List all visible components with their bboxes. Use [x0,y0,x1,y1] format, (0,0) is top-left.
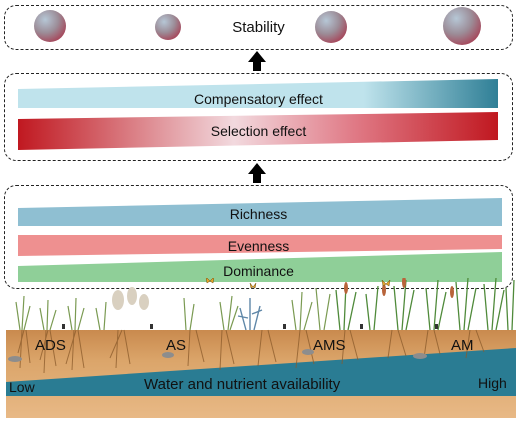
water-gradient-wedge [6,348,516,396]
stability-panel: Stability [4,5,513,50]
effects-panel: Compensatory effect Selection effect [4,73,513,161]
richness-label: Richness [229,206,288,222]
gradient-high-label: High [478,375,507,391]
stability-label: Stability [232,19,285,36]
compensatory-effect-label: Compensatory effect [194,91,323,107]
evenness-label: Evenness [227,238,290,254]
community-label-ams: AMS [313,337,346,354]
compensatory-effect-wedge [18,79,498,108]
arrow-up-icon [248,51,266,71]
tall-grasses [335,278,515,331]
richness-band [18,198,502,226]
grasses [15,287,331,331]
diversity-panel: Richness Evenness Dominance [4,185,513,289]
roots [17,329,485,374]
dominance-label: Dominance [223,263,294,279]
gradient-label: Water and nutrient availability [144,376,341,393]
selection-effect-wedge [18,112,498,150]
community-label-as: AS [166,337,187,354]
community-label-am: AM [451,337,474,354]
dominance-band [18,252,502,282]
diversity-bands [18,198,502,282]
pebbles [8,349,427,362]
butterfly-icon [205,278,391,289]
flower-spikes [344,278,454,298]
effects-wedges [18,79,498,150]
gradient-low-label: Low [9,379,35,395]
landscape-illustration [6,278,516,418]
selection-effect-label: Selection effect [210,123,307,139]
small-animals [62,324,438,329]
blue-plant [237,298,263,331]
stability-sphere-3 [315,11,347,43]
seed-heads [112,287,149,310]
evenness-band [18,235,502,256]
stability-sphere-4 [443,7,481,45]
stability-sphere-2 [155,14,181,40]
stability-sphere-1 [34,10,66,42]
arrow-up-icon [248,163,266,183]
community-label-ads: ADS [35,337,66,354]
stability-spheres [34,7,481,45]
